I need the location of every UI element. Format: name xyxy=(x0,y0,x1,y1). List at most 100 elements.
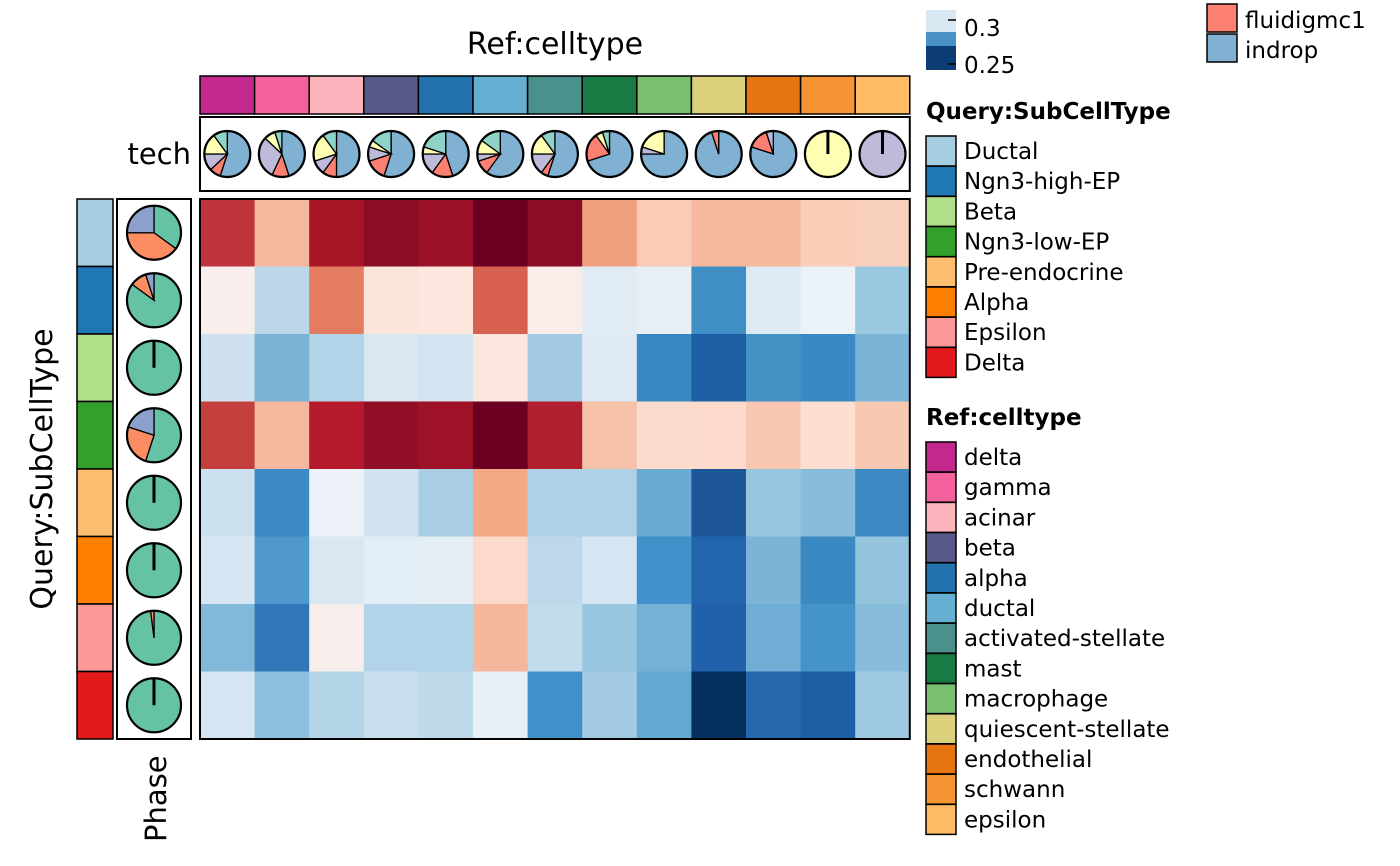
heatmap-cell xyxy=(473,199,529,268)
heatmap-cell xyxy=(855,604,911,673)
subcelltype-anno-cell xyxy=(76,670,114,740)
pie-outline xyxy=(803,129,853,179)
subcelltype-anno-cell xyxy=(76,535,114,605)
pie-outline xyxy=(125,272,183,329)
heatmap-cell xyxy=(636,334,692,403)
heatmap-cell xyxy=(800,401,856,470)
heatmap-cell xyxy=(691,334,747,403)
celltype-legend-label: beta xyxy=(964,536,1016,562)
heatmap-cell xyxy=(691,199,747,268)
heatmap-cell xyxy=(473,266,529,335)
pie-outline xyxy=(421,129,470,179)
tech-pie xyxy=(203,129,252,179)
heatmap-cell xyxy=(527,266,583,335)
tech-pie xyxy=(639,129,689,179)
heatmap-cell xyxy=(746,401,802,470)
phase-pie xyxy=(125,677,183,734)
ref-celltype-annotation-bar xyxy=(199,75,911,115)
heatmap-cell xyxy=(582,469,638,538)
tech-pie-row xyxy=(199,116,911,192)
celltype-legend-label: activated-stellate xyxy=(964,626,1165,652)
heatmap-cell xyxy=(800,266,856,335)
celltype-legend-label: endothelial xyxy=(964,747,1092,773)
tech-pie xyxy=(312,129,361,179)
heatmap-cell xyxy=(636,604,692,673)
heatmap-cell xyxy=(309,199,365,268)
celltype-legend-label: quiescent-stellate xyxy=(964,717,1170,743)
subcelltype-anno-cell xyxy=(76,400,114,470)
heatmap-cell xyxy=(636,199,692,268)
tech-pie xyxy=(257,129,306,179)
ref-celltype-anno-cell xyxy=(472,75,529,115)
phase-pie xyxy=(125,542,183,599)
celltype-legend-swatch xyxy=(925,773,957,805)
heatmap-cell xyxy=(855,469,911,538)
heatmap-cell xyxy=(746,536,802,605)
phase-pie xyxy=(125,272,183,329)
heatmap-cell xyxy=(254,604,310,673)
heatmap-cell xyxy=(473,401,529,470)
heatmap-cell xyxy=(636,266,692,335)
pie-outline xyxy=(749,129,798,179)
heatmap-cell xyxy=(418,671,474,740)
heatmap-cell xyxy=(691,469,747,538)
phase-pie xyxy=(125,609,183,666)
pie-outline xyxy=(476,129,525,179)
heatmap-cell xyxy=(855,671,911,740)
celltype-legend-label: alpha xyxy=(964,566,1028,592)
celltype-legend-swatch xyxy=(925,592,957,624)
pie-outline xyxy=(125,542,183,599)
heatmap-cell xyxy=(200,469,256,538)
heatmap-cell xyxy=(691,401,747,470)
tech-pie xyxy=(858,129,907,179)
celltype-legend-label: gamma xyxy=(964,475,1052,501)
phase-pie xyxy=(125,407,183,464)
heatmap-cell xyxy=(418,199,474,268)
pie-outline xyxy=(125,474,183,531)
heatmap-cell xyxy=(691,671,747,740)
heatmap-cell xyxy=(855,401,911,470)
celltype-legend-swatch xyxy=(925,531,957,564)
heatmap-cell xyxy=(582,334,638,403)
colorbar-segment xyxy=(926,32,956,46)
heatmap-cell xyxy=(309,536,365,605)
heatmap-cell xyxy=(309,401,365,470)
heatmap-cell xyxy=(527,671,583,740)
phase-pie xyxy=(125,474,183,531)
subcelltype-legend-swatch xyxy=(925,135,957,167)
subcelltype-legend-label: Ngn3-high-EP xyxy=(964,169,1120,195)
tech-legend-label: fluidigmc1 xyxy=(1245,8,1366,34)
colorbar-tick-label: 0.3 xyxy=(964,16,1001,42)
heatmap-cell xyxy=(418,469,474,538)
heatmap-cell xyxy=(800,536,856,605)
heatmap-cell xyxy=(200,604,256,673)
heatmap-cell xyxy=(636,671,692,740)
heatmap-cell xyxy=(582,604,638,673)
celltype-legend-swatch xyxy=(925,743,957,775)
pie-outline xyxy=(125,339,183,396)
celltype-legend-swatch xyxy=(925,622,957,654)
tech-row-label: tech xyxy=(127,137,191,171)
ref-celltype-anno-cell xyxy=(690,75,747,115)
heatmap-cell xyxy=(800,334,856,403)
heatmap-cell xyxy=(855,199,911,268)
tech-legend: fluidigmc1 indrop xyxy=(1206,3,1366,64)
celltype-legend-label: acinar xyxy=(964,505,1036,531)
pie-outline xyxy=(257,129,306,179)
subcelltype-legend-swatch xyxy=(925,316,957,348)
celltype-legend-label: schwann xyxy=(964,777,1065,803)
heatmap-cell xyxy=(746,604,802,673)
subcelltype-anno-cell xyxy=(76,468,114,538)
pie-outline xyxy=(639,129,689,179)
heatmap-cell xyxy=(418,334,474,403)
celltype-legend-swatch xyxy=(925,562,957,594)
pie-outline xyxy=(585,129,634,179)
tech-pie xyxy=(421,129,470,179)
subcelltype-legend-title: Query:SubCellType xyxy=(926,99,1171,125)
tech-pie xyxy=(530,129,580,179)
pie-slice xyxy=(335,130,361,178)
heatmap-cell xyxy=(527,536,583,605)
heatmap-cell xyxy=(527,401,583,470)
ref-celltype-anno-cell xyxy=(636,75,693,115)
